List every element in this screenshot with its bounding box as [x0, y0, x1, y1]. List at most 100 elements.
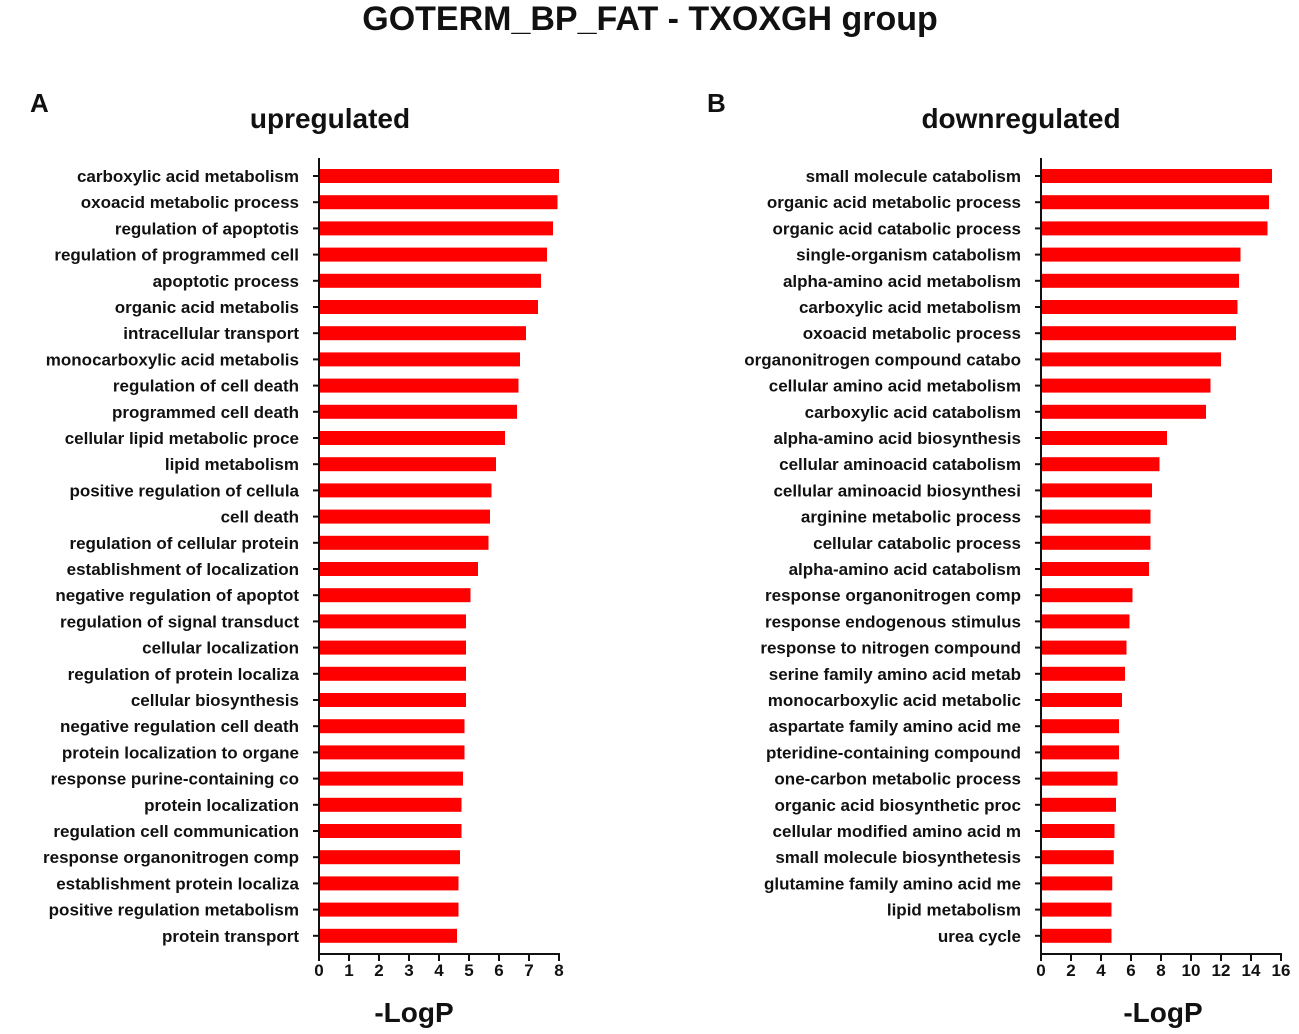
panel-a-bar [320, 221, 553, 236]
panel-b-bar [1042, 614, 1130, 629]
panel-a-category-label: regulation of programmed cell [54, 246, 299, 265]
panel-a-bar [320, 378, 519, 393]
panel-b-category-label: small molecule catabolism [806, 167, 1021, 186]
panel-b-category-label: response to nitrogen compound [760, 639, 1021, 658]
panel-a-bar [320, 195, 558, 210]
panel-a-category-label: response purine-containing co [51, 770, 299, 789]
panel-b-bar [1042, 562, 1149, 576]
panel-a-bar [320, 902, 459, 917]
panel-a-category-label: negative regulation of apoptot [55, 586, 299, 605]
panel-a-bar [320, 797, 462, 812]
panel-a-category-label: programmed cell death [112, 403, 299, 422]
panel-b-bar [1042, 850, 1114, 865]
panel-a-bar [320, 562, 478, 576]
panel-b-title: downregulated [921, 103, 1120, 134]
panel-b-category-label: response organonitrogen comp [765, 586, 1021, 605]
panel-a-bar [320, 247, 547, 262]
panel-a-category-label: cellular lipid metabolic proce [65, 429, 299, 448]
panel-a-bar [320, 614, 466, 629]
panel-b-x-axis-label: -LogP [1123, 997, 1202, 1028]
panel-a-bar [320, 745, 465, 760]
panel-a-category-label: regulation of cellular protein [69, 534, 299, 553]
panel-b-bar [1042, 509, 1151, 524]
panel-a-x-tick-label: 5 [464, 961, 473, 980]
panel-a-bar [320, 876, 459, 891]
panel-a-category-label: organic acid metabolis [115, 298, 299, 317]
panel-b-category-label: organic acid metabolic process [767, 193, 1021, 212]
panel-b-x-tick-label: 6 [1126, 961, 1135, 980]
panel-a-category-label: protein transport [162, 927, 299, 946]
panel-b-category-label: urea cycle [938, 927, 1021, 946]
panel-b-bar [1042, 221, 1268, 236]
panel-b-category-label: oxoacid metabolic process [803, 324, 1021, 343]
panel-b-category-label: response endogenous stimulus [765, 612, 1021, 631]
panel-b-category-label: monocarboxylic acid metabolic [768, 691, 1021, 710]
panel-b-bar [1042, 352, 1221, 367]
panel-b-category-label: organic acid biosynthetic proc [774, 796, 1021, 815]
panel-b-x-tick-label: 10 [1182, 961, 1201, 980]
panel-b-bar [1042, 404, 1206, 419]
panel-b-bar [1042, 169, 1272, 183]
panel-b-bar [1042, 535, 1151, 550]
panel-b-bar [1042, 876, 1113, 891]
panel-a-bar [320, 483, 492, 498]
panel-a-bar [320, 431, 505, 445]
panel-b-category-label: serine family amino acid metab [769, 665, 1021, 684]
panel-b-bar [1042, 247, 1241, 262]
panel-a-category-label: regulation of cell death [113, 377, 299, 396]
panel-b-bar [1042, 483, 1152, 498]
panel-a-x-tick-label: 3 [404, 961, 413, 980]
panel-b-x-tick-label: 8 [1156, 961, 1165, 980]
panel-b-category-label: cellular catabolic process [813, 534, 1021, 553]
panel-b-bar [1042, 902, 1112, 917]
panel-a-bar [320, 169, 559, 183]
panel-a-category-label: regulation cell communication [53, 822, 299, 841]
panel-b-bar [1042, 745, 1119, 760]
panel-b-category-label: organonitrogen compound catabo [744, 350, 1021, 369]
panel-b-category-label: arginine metabolic process [801, 508, 1021, 527]
panel-b-bar [1042, 824, 1115, 838]
panel-b-bar [1042, 640, 1127, 655]
panel-b-category-label: single-organism catabolism [796, 246, 1021, 265]
panel-b-bar [1042, 771, 1118, 786]
panel-b-bar [1042, 326, 1236, 341]
panel-a-bar [320, 273, 541, 288]
panel-b-category-label: cellular aminoacid biosynthesi [773, 481, 1021, 500]
panel-a-bar [320, 457, 496, 472]
panel-a-x-tick-label: 8 [554, 961, 563, 980]
panel-a-x-tick-label: 1 [344, 961, 353, 980]
panel-b-category-label: lipid metabolism [887, 901, 1021, 920]
panel-b-x-tick-label: 2 [1066, 961, 1075, 980]
panel-a-x-tick-label: 4 [434, 961, 444, 980]
panel-a-bar [320, 719, 465, 734]
panel-a-category-label: regulation of protein localiza [68, 665, 300, 684]
panel-a-category-label: lipid metabolism [165, 455, 299, 474]
panel-b-category-label: glutamine family amino acid me [764, 874, 1021, 893]
panel-a-bar [320, 352, 520, 367]
panel-a-category-label: apoptotic process [153, 272, 299, 291]
panel-b-x-tick-label: 0 [1036, 961, 1045, 980]
panel-a-bar [320, 535, 489, 550]
panel-a-bar [320, 640, 466, 655]
panel-b-category-label: carboxylic acid metabolism [799, 298, 1021, 317]
panel-a-bar [320, 928, 457, 943]
panel-b-bar [1042, 300, 1238, 314]
panel-b-bar [1042, 378, 1211, 393]
panel-a-marks: carboxylic acid metabolism oxoacid metabo… [43, 158, 564, 980]
panel-a-bar [320, 693, 466, 707]
panel-b-x-tick-label: 12 [1212, 961, 1231, 980]
panel-b-bar [1042, 273, 1239, 288]
panel-a-category-label: establishment of localization [67, 560, 299, 579]
panel-a-bar [320, 771, 463, 786]
panel-a-bar [320, 850, 460, 865]
panel-a-category-label: cell death [221, 508, 299, 527]
panel-a-category-label: intracellular transport [123, 324, 299, 343]
panel-b-bar [1042, 928, 1112, 943]
panel-a-category-label: regulation of apoptotis [115, 219, 299, 238]
panel-b-category-label: small molecule biosynthetesis [775, 848, 1021, 867]
panel-a-bar [320, 404, 517, 419]
panel-b-category-label: cellular modified amino acid m [773, 822, 1021, 841]
panel-b-category-label: carboxylic acid catabolism [805, 403, 1021, 422]
panel-a-bar [320, 509, 490, 524]
panel-a-x-tick-label: 0 [314, 961, 323, 980]
